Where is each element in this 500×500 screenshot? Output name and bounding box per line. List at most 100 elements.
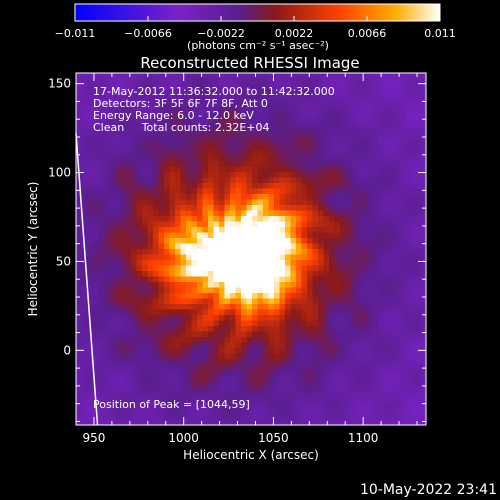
heatmap-cell [142,359,148,365]
heatmap-cell [213,419,220,426]
heatmap-cell [175,249,181,255]
heatmap-cell [136,183,143,189]
heatmap-cell [417,375,423,382]
heatmap-cell [263,89,269,96]
heatmap-cell [109,276,115,283]
heatmap-cell [246,150,253,156]
heatmap-cell [186,221,192,228]
heatmap-cell [120,249,126,255]
heatmap-cell [81,128,88,134]
heatmap-cell [153,419,159,426]
heatmap-cell [191,271,198,277]
colorbar-tick-label: 0.011 [424,27,456,40]
heatmap-cell [98,249,104,255]
heatmap-cell [120,216,126,222]
heatmap-cell [384,227,390,233]
heatmap-cell [197,276,203,283]
heatmap-cell [329,331,335,338]
heatmap-cell [378,403,385,409]
heatmap-cell [142,309,148,316]
heatmap-cell [301,254,308,261]
heatmap-cell [279,155,286,162]
heatmap-cell [323,183,330,189]
heatmap-cell [230,199,236,206]
heatmap-cell [257,100,264,107]
heatmap-cell [389,150,396,156]
heatmap-cell [367,106,374,112]
heatmap-cell [395,177,401,184]
heatmap-cell [356,359,363,365]
heatmap-cell [417,381,423,387]
heatmap-cell [389,403,396,409]
heatmap-cell [131,271,137,277]
heatmap-cell [103,249,110,255]
heatmap-cell [131,232,137,239]
heatmap-cell [334,265,341,272]
heatmap-cell [411,106,418,112]
heatmap-cell [312,210,319,217]
heatmap-cell [114,375,121,382]
heatmap-cell [180,221,187,228]
heatmap-cell [114,386,121,393]
heatmap-cell [180,370,187,376]
heatmap-cell [257,419,264,426]
heatmap-cell [169,403,176,409]
heatmap-cell [202,331,209,338]
heatmap-cell [197,375,203,382]
heatmap-cell [252,177,258,184]
heatmap-cell [158,177,165,184]
colorbar-ticks: −0.011 −0.0066 −0.0022 0.0022 0.0066 0.011 [55,16,456,40]
heatmap-cell [422,232,427,239]
heatmap-cell [164,265,170,272]
heatmap-cell [169,227,176,233]
heatmap-cell [98,117,104,123]
heatmap-cell [417,128,423,134]
heatmap-cell [400,315,407,321]
heatmap-cell [175,117,181,123]
heatmap-cell [417,298,423,305]
heatmap-cell [411,232,418,239]
heatmap-cell [136,89,143,96]
heatmap-cell [362,155,368,162]
heatmap-cell [279,276,286,283]
heatmap-cell [296,205,302,211]
heatmap-cell [384,128,390,134]
heatmap-cell [323,397,330,404]
heatmap-cell [290,210,297,217]
heatmap-cell [103,271,110,277]
heatmap-cell [202,188,209,195]
heatmap-cell [109,144,115,151]
heatmap-cell [92,370,99,376]
heatmap-cell [252,364,258,371]
heatmap-cell [268,166,275,173]
heatmap-cell [197,100,203,107]
heatmap-cell [87,359,93,365]
heatmap-cell [373,260,379,266]
heatmap-cell [142,353,148,360]
heatmap-cell [263,150,269,156]
heatmap-cell [373,419,379,426]
heatmap-cell [257,287,264,294]
heatmap-cell [153,238,159,244]
heatmap-cell [208,320,214,327]
heatmap-cell [378,227,385,233]
heatmap-cell [373,128,379,134]
heatmap-cell [87,122,93,129]
heatmap-cell [345,183,352,189]
heatmap-cell [131,265,137,272]
heatmap-cell [103,221,110,228]
heatmap-cell [367,326,374,332]
heatmap-cell [340,320,346,327]
heatmap-cell [147,293,154,299]
heatmap-cell [318,348,324,354]
heatmap-cell [235,342,242,349]
heatmap-cell [389,260,396,266]
heatmap-cell [389,249,396,255]
heatmap-cell [373,265,379,272]
heatmap-cell [296,419,302,426]
heatmap-cell [158,84,165,90]
heatmap-cell [175,144,181,151]
heatmap-cell [389,155,396,162]
heatmap-cell [114,337,121,343]
heatmap-cell [400,408,407,415]
